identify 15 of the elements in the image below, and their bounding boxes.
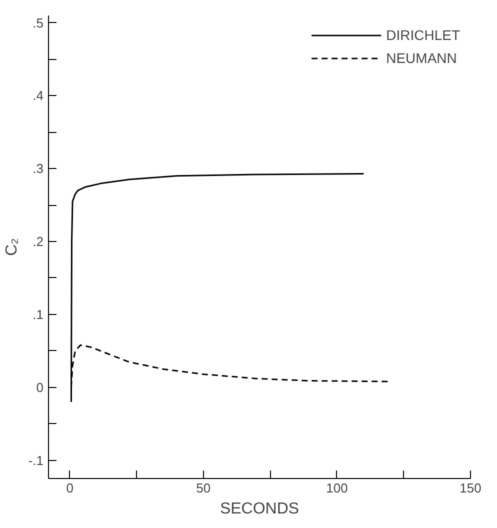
y-tick-label: .2 (32, 234, 44, 250)
x-tick-label: 100 (326, 480, 348, 496)
y-tick-label: .3 (32, 161, 44, 176)
y-tick-label: .4 (32, 88, 44, 104)
x-tick-label: 150 (460, 480, 482, 496)
x-tick-label: 50 (196, 480, 211, 496)
y-tick-label: .1 (32, 306, 44, 322)
x-axis-title: SECONDS (220, 500, 300, 518)
y-axis-title: C₂ (3, 238, 20, 256)
y-tick-label: 0 (36, 380, 44, 395)
legend-label: DIRICHLET (386, 27, 460, 43)
legend-label: NEUMANN (386, 50, 457, 66)
y-tick-label: -.1 (28, 452, 44, 468)
y-tick-label: .5 (32, 15, 44, 30)
x-tick-label: 0 (66, 480, 74, 496)
